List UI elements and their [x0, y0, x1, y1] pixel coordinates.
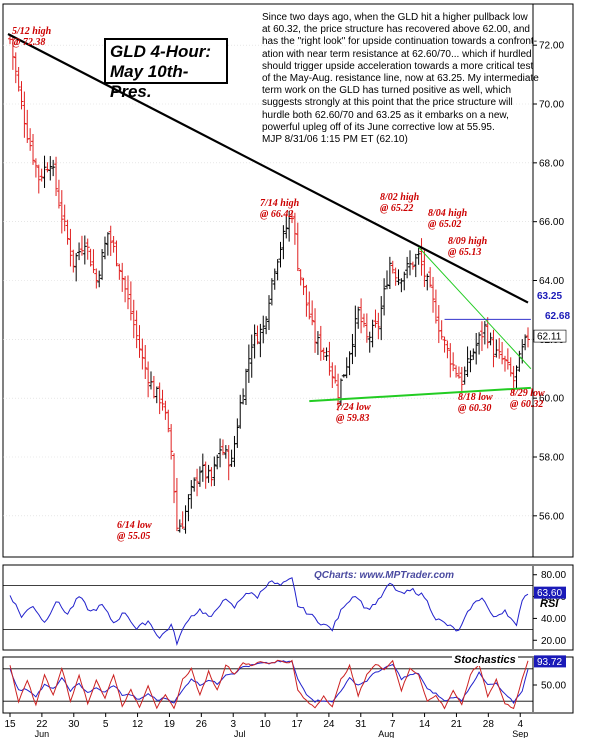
annotation-may12-high: 5/12 high @ 72.38	[12, 26, 52, 48]
x-tick-label: 3	[230, 719, 236, 730]
chart-title-line-2: May 10th-Pres.	[110, 62, 189, 101]
rsi-g-last-value: 63.60	[537, 588, 562, 599]
qcharts-watermark: QCharts: www.MPTrader.com	[314, 570, 455, 581]
price-tick-label: 68.00	[539, 158, 564, 169]
rsi-g-tick-label: 20.00	[541, 636, 566, 647]
x-tick-label: 17	[291, 719, 303, 730]
analyst-commentary: Since two days ago, when the GLD hit a h…	[262, 12, 539, 146]
x-tick-label: 10	[260, 719, 272, 730]
annotation-jun14-low: 6/14 low @ 55.05	[117, 520, 152, 542]
rsi-g-tick-label: 80.00	[541, 570, 566, 581]
x-tick-label: 19	[164, 719, 176, 730]
rsi-g-last-value-box	[534, 586, 566, 599]
may-aug-resistance-trendline	[7, 33, 529, 304]
stochastics-panel-title: Stochastics	[452, 654, 518, 666]
x-tick-label: 7	[390, 719, 396, 730]
last-price-label: 62.11	[537, 332, 562, 343]
stoch-g-last-value: 93.72	[537, 657, 562, 668]
annotation-jul14-high: 7/14 high @ 66.42	[260, 198, 300, 220]
x-tick-label: 31	[355, 719, 367, 730]
price-lines	[7, 33, 532, 403]
rsi-line	[9, 577, 529, 646]
stochastics-panel: 50.00 93.72	[3, 655, 566, 712]
price-tick-label: 70.00	[539, 100, 564, 111]
resistance-level-label: 62.68	[545, 311, 571, 322]
x-tick-label: 4	[517, 719, 523, 730]
annotation-aug04-high: 8/04 high @ 65.02	[428, 208, 468, 230]
price-tick-label: 60.00	[539, 394, 564, 405]
x-tick-label: 21	[451, 719, 463, 730]
x-tick-label: 26	[196, 719, 208, 730]
price-tick-label: 72.00	[539, 41, 564, 52]
rsi-g-tick-label: 40.00	[541, 614, 566, 625]
x-tick-label: 15	[4, 719, 16, 730]
trendline-level-label: 63.25	[537, 291, 563, 302]
x-month-label: Jun	[35, 729, 50, 738]
last-price-box	[533, 329, 567, 343]
support-trendline	[309, 386, 531, 403]
stoch-g-last-value-box	[534, 655, 566, 668]
x-tick-label: 12	[132, 719, 144, 730]
x-axis: 15 22 30 5 12 19 26 3 10 17 24 31 7 14 21 28 4 Jun Jul Aug S…	[4, 713, 528, 738]
x-tick-label: 22	[36, 719, 48, 730]
annotation-aug18-low: 8/18 low @ 60.30	[458, 392, 493, 414]
rsi-panel-title: RSI	[540, 598, 559, 610]
stochastics-k-line	[9, 659, 529, 710]
annotation-aug09-high: 8/09 high @ 65.13	[448, 236, 488, 258]
annotation-aug29-low: 8/29 low @ 60.32	[510, 388, 545, 410]
chart-title-box: GLD 4-Hour: May 10th-Pres.	[104, 38, 228, 101]
x-tick-label: 14	[419, 719, 431, 730]
annotation-jul24-low: 7/24 low @ 59.83	[336, 402, 371, 424]
x-tick-label: 30	[68, 719, 80, 730]
x-month-label: Sep	[512, 729, 528, 738]
x-tick-label: 28	[483, 719, 495, 730]
annotation-aug02-high: 8/02 high @ 65.22	[380, 192, 420, 214]
price-tick-label: 66.00	[539, 217, 564, 228]
price-bars	[8, 35, 530, 534]
x-tick-label: 5	[103, 719, 109, 730]
declining-channel-line	[418, 246, 532, 370]
price-grid	[3, 44, 533, 517]
price-tick-label: 56.00	[539, 511, 564, 522]
price-tick-label: 58.00	[539, 452, 564, 463]
x-month-label: Aug	[378, 729, 394, 738]
x-month-label: Jul	[234, 729, 246, 738]
stoch-g-tick-label: 50.00	[541, 681, 566, 692]
price-tick-label: 64.00	[539, 276, 564, 287]
x-tick-label: 24	[323, 719, 335, 730]
price-y-axis: 56.0058.0060.0062.0064.0066.0068.0070.00…	[532, 4, 567, 557]
chart-title-line-1: GLD 4-Hour:	[110, 42, 212, 61]
